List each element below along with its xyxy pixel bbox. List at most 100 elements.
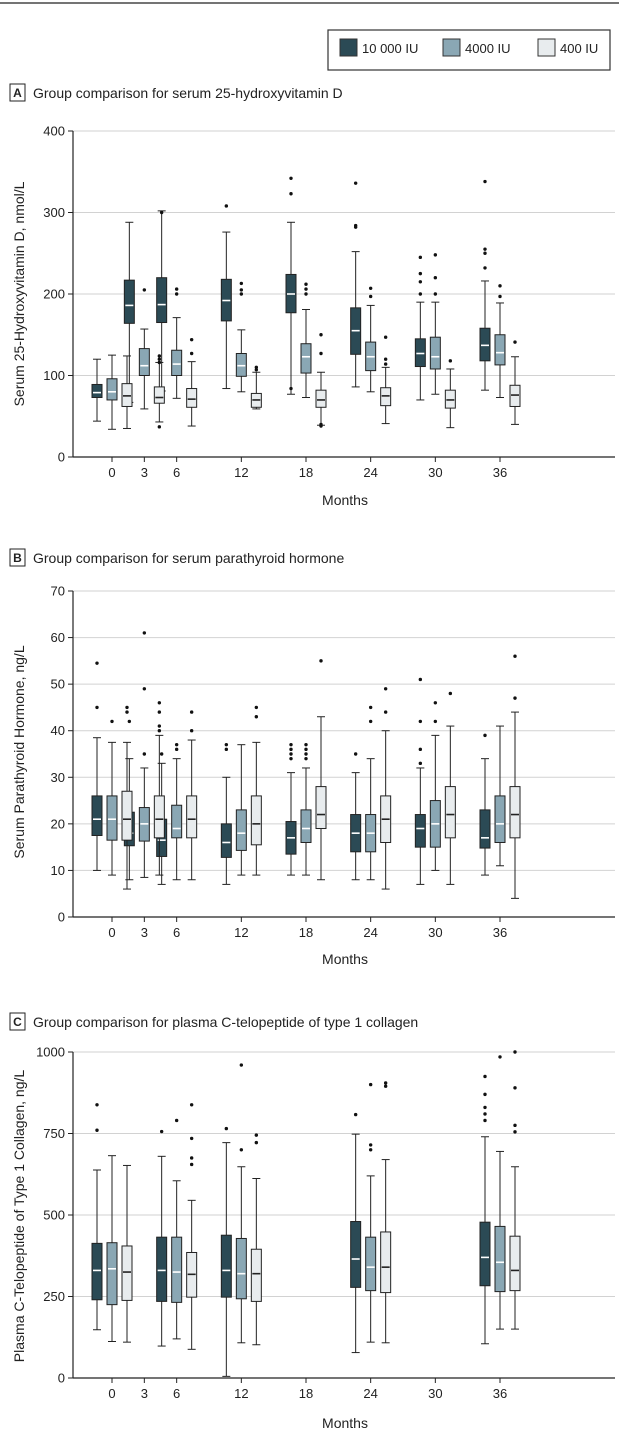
legend-swatch-2 — [537, 38, 556, 57]
x-tick-label: 0 — [108, 925, 115, 940]
panel-a-letter: A — [13, 86, 22, 100]
x-tick-label: 24 — [363, 465, 377, 480]
outlier-point — [157, 425, 162, 429]
x-tick-label: 0 — [108, 465, 115, 480]
outlier-point — [174, 1118, 179, 1123]
outlier-point — [483, 247, 487, 251]
box-iqr — [494, 334, 506, 366]
outlier-point — [513, 654, 517, 658]
outlier-point — [110, 719, 114, 724]
outlier-point — [254, 365, 259, 370]
box-4000IU-m24 — [365, 705, 377, 881]
y-tick-label: 1000 — [36, 1045, 65, 1060]
outlier-point — [368, 1148, 373, 1152]
y-tick-label: 300 — [43, 205, 65, 220]
outlier-point — [304, 287, 308, 291]
outlier-point — [483, 1105, 487, 1110]
box-iqr — [220, 1234, 232, 1298]
outlier-point — [383, 357, 388, 361]
outlier-point — [304, 292, 308, 296]
box-iqr — [91, 383, 103, 399]
outlier-point — [289, 742, 293, 747]
box-400IU-m36 — [509, 1050, 521, 1330]
box-400IU-m0 — [121, 705, 133, 890]
outlier-point — [157, 710, 162, 714]
panel-c-letter: C — [13, 1015, 22, 1029]
outlier-point — [319, 333, 323, 337]
box-10000IU-m24 — [350, 181, 362, 388]
outlier-point — [319, 659, 323, 663]
box-400IU-m0 — [121, 1164, 133, 1343]
panel-b-letter: B — [13, 551, 22, 565]
outlier-point — [157, 360, 162, 365]
box-iqr — [106, 378, 118, 401]
outlier-point — [418, 292, 423, 296]
box-iqr — [138, 348, 150, 377]
outlier-point — [142, 687, 147, 691]
panel-c-title: Group comparison for plasma C-telopeptid… — [33, 1014, 418, 1030]
y-tick-label: 100 — [43, 368, 65, 383]
y-tick-label: 400 — [43, 124, 65, 139]
outlier-point — [368, 286, 373, 290]
outlier-point — [174, 292, 179, 296]
outlier-point — [157, 724, 162, 728]
box-iqr — [153, 795, 165, 839]
x-tick-label: 18 — [299, 465, 313, 480]
outlier-point — [513, 1130, 517, 1134]
outlier-point — [433, 719, 438, 724]
box-iqr — [380, 387, 392, 407]
outlier-point — [189, 1156, 194, 1160]
outlier-point — [289, 386, 293, 391]
x-tick-label: 18 — [299, 1386, 313, 1401]
outlier-point — [383, 335, 388, 339]
x-tick-label: 3 — [141, 465, 148, 480]
legend-swatch-1 — [442, 38, 461, 57]
box-iqr — [121, 1245, 133, 1301]
box-iqr — [315, 389, 327, 408]
y-tick-label: 200 — [43, 287, 65, 302]
box-10000IU-m36 — [479, 1074, 491, 1345]
box-4000IU-m36 — [494, 284, 506, 399]
box-400IU-m36 — [509, 654, 521, 899]
outlier-point — [319, 351, 323, 356]
y-tick-label: 40 — [51, 723, 65, 738]
box-10000IU-m30 — [414, 677, 426, 885]
outlier-point — [418, 255, 423, 260]
outlier-point — [418, 719, 423, 724]
outlier-point — [159, 752, 164, 756]
outlier-point — [159, 210, 164, 215]
outlier-point — [368, 1082, 373, 1087]
outlier-point — [433, 701, 438, 705]
outlier-point — [289, 192, 293, 196]
panel-c-ylabel: Plasma C-Telopeptide of Type 1 Collagen,… — [11, 1070, 27, 1363]
panel-b-ylabel: Serum Parathyroid Hormone, ng/L — [11, 645, 27, 858]
panel-a-xlabel: Months — [322, 492, 368, 508]
box-400IU-m24 — [380, 335, 392, 425]
box-400IU-m6 — [186, 710, 198, 881]
y-tick-label: 70 — [51, 584, 65, 599]
outlier-point — [159, 1129, 164, 1134]
outlier-point — [304, 742, 308, 747]
box-400IU-m24 — [380, 1081, 392, 1344]
outlier-point — [513, 340, 517, 344]
y-tick-label: 0 — [58, 450, 65, 465]
x-tick-label: 24 — [363, 1386, 377, 1401]
outlier-point — [224, 204, 229, 208]
outlier-point — [383, 362, 388, 366]
panel-a: A Group comparison for serum 25-hydroxyv… — [9, 83, 615, 508]
box-4000IU-m24 — [365, 1082, 377, 1343]
box-iqr — [186, 795, 198, 839]
box-4000IU-m0 — [106, 354, 118, 430]
box-10000IU-m36 — [479, 179, 491, 391]
box-iqr — [365, 1236, 377, 1292]
box-400IU-m30 — [444, 359, 456, 429]
outlier-point — [368, 294, 373, 299]
y-tick-label: 750 — [43, 1126, 65, 1141]
box-10000IU-m30 — [414, 255, 426, 401]
outlier-point — [189, 1162, 194, 1167]
box-4000IU-m36 — [494, 725, 506, 867]
y-tick-label: 10 — [51, 863, 65, 878]
outlier-point — [254, 705, 259, 710]
outlier-point — [289, 747, 293, 752]
